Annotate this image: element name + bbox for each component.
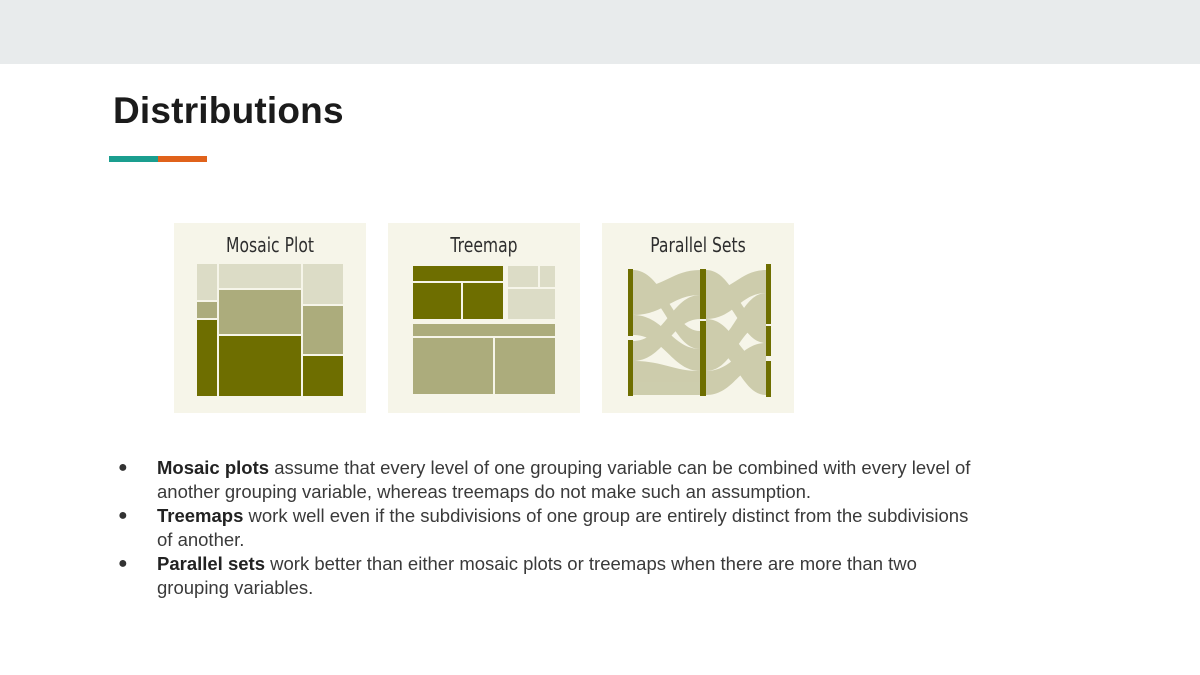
- bullet-item-treemaps: ● Treemaps work well even if the subdivis…: [113, 504, 983, 552]
- title-accent-underline: [109, 156, 207, 162]
- parallel-sets-axis-bar: [766, 264, 771, 324]
- parallel-sets-ribbon: [633, 361, 700, 395]
- bullet-text: assume that every level of one grouping …: [157, 457, 971, 502]
- slide-title: Distributions: [113, 90, 344, 131]
- bullet-list: ● Mosaic plots assume that every level of…: [113, 456, 983, 600]
- bullet-bold-term: Treemaps: [157, 505, 244, 526]
- bullet-dot: ●: [118, 555, 128, 572]
- mosaic-plot-title: Mosaic Plot: [226, 233, 314, 257]
- parallel-sets-axis-bar: [628, 269, 633, 336]
- bullet-dot: ●: [118, 507, 128, 524]
- treemap-cell: [506, 287, 557, 321]
- mosaic-cell: [217, 334, 303, 398]
- mosaic-cell: [217, 262, 303, 290]
- parallel-sets-ribbon: [706, 270, 766, 319]
- mosaic-cell: [301, 304, 345, 356]
- accent-segment-orange: [158, 156, 207, 162]
- treemap-icon: [411, 264, 557, 396]
- mosaic-cell: [301, 262, 345, 306]
- mosaic-plot-icon: [195, 262, 345, 398]
- mosaic-cell: [195, 318, 219, 398]
- bullet-item-parallel-sets: ● Parallel sets work better than either m…: [113, 552, 983, 600]
- mosaic-cell: [195, 262, 219, 302]
- bullet-text: work better than either mosaic plots or …: [157, 553, 917, 598]
- bullet-item-mosaic: ● Mosaic plots assume that every level of…: [113, 456, 983, 504]
- bullet-bold-term: Mosaic plots: [157, 457, 270, 478]
- mosaic-cell: [301, 354, 345, 398]
- treemap-panel: Treemap: [388, 223, 580, 413]
- treemap-cell: [411, 281, 463, 321]
- treemap-cell: [411, 336, 495, 396]
- parallel-sets-axis-bar: [628, 340, 633, 396]
- parallel-sets-ribbon: [706, 293, 766, 371]
- parallel-sets-ribbon: [633, 315, 700, 371]
- treemap-cell: [411, 322, 557, 338]
- mosaic-plot-panel: Mosaic Plot: [174, 223, 366, 413]
- parallel-sets-icon: [628, 264, 771, 397]
- parallel-sets-ribbon: [706, 343, 766, 395]
- treemap-cell: [461, 281, 505, 321]
- treemap-title: Treemap: [450, 233, 518, 257]
- parallel-sets-title: Parallel Sets: [650, 233, 746, 257]
- parallel-sets-ribbon: [633, 295, 700, 361]
- top-header-bar: [0, 0, 1200, 64]
- parallel-sets-axis-bar: [766, 361, 771, 397]
- treemap-cell: [538, 264, 557, 289]
- bullet-text: work well even if the subdivisions of on…: [157, 505, 969, 550]
- parallel-sets-ribbon: [633, 270, 700, 315]
- mosaic-cell: [217, 288, 303, 336]
- parallel-sets-axis-bar: [700, 321, 706, 396]
- parallel-sets-ribbon: [706, 319, 766, 395]
- treemap-cell: [493, 336, 557, 396]
- treemap-cell: [411, 264, 505, 283]
- bullet-bold-term: Parallel sets: [157, 553, 265, 574]
- accent-segment-teal: [109, 156, 158, 162]
- parallel-sets-panel: Parallel Sets: [602, 223, 794, 413]
- parallel-sets-axis-bar: [766, 326, 771, 356]
- treemap-cell: [506, 264, 540, 289]
- parallel-sets-axis-bar: [700, 269, 706, 319]
- mosaic-cell: [195, 300, 219, 320]
- bullet-dot: ●: [118, 459, 128, 476]
